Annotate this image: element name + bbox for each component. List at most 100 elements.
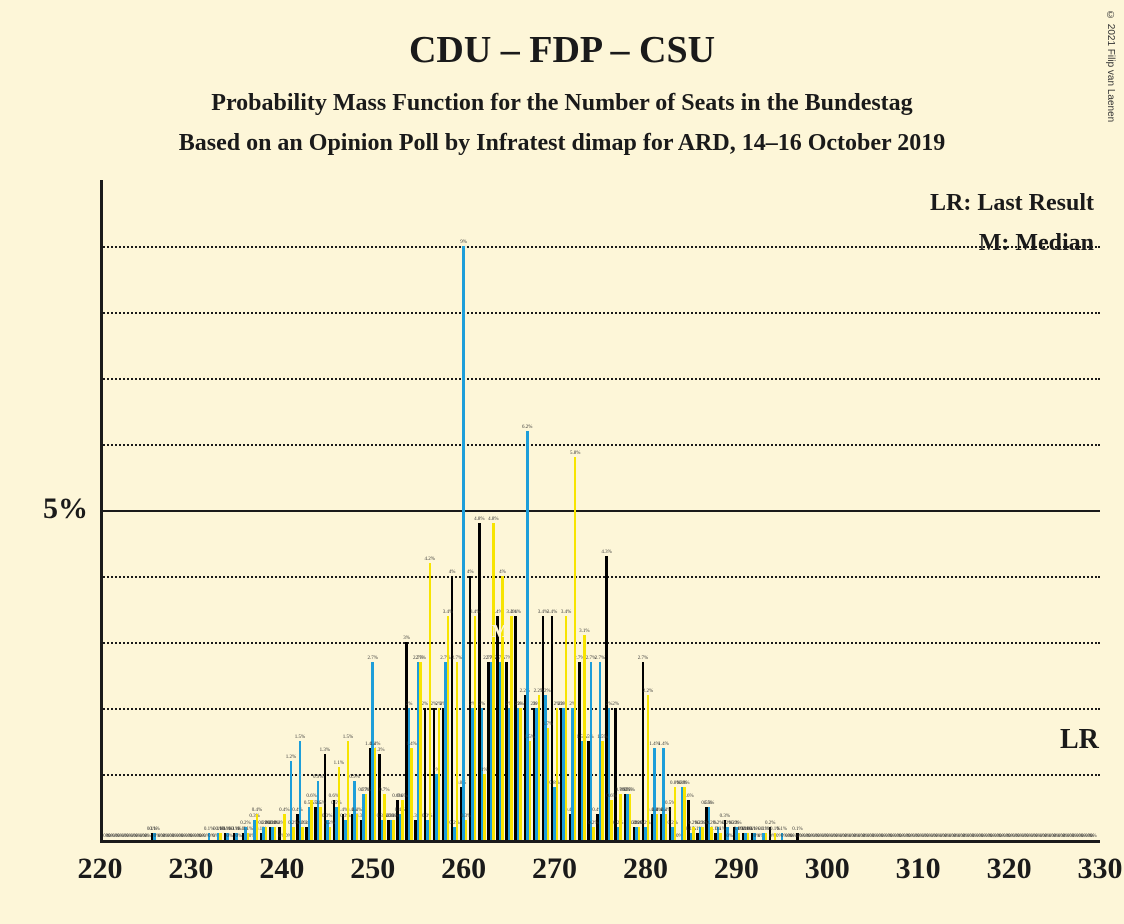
bar-value-label: 0.4%	[661, 808, 671, 813]
bar-value-label: 0.8%	[679, 781, 689, 786]
x-tick-label: 220	[78, 852, 123, 886]
bar-yellow	[501, 576, 503, 840]
bar-yellow	[365, 794, 367, 840]
bar-yellow	[438, 708, 440, 840]
bar-value-label: 0%	[1045, 834, 1052, 839]
bar-value-label: 0%	[108, 834, 115, 839]
bar-value-label: 2%	[517, 702, 524, 707]
bar-value-label: 0.3%	[461, 814, 471, 819]
bar-yellow	[629, 794, 631, 840]
bar-value-label: 0.1%	[792, 827, 802, 832]
bar-yellow	[738, 833, 740, 840]
bar-value-label: 2.2%	[643, 689, 653, 694]
bar-value-label: 0%	[226, 834, 233, 839]
bar-value-label: 0%	[781, 834, 788, 839]
bar-value-label: 0%	[199, 834, 206, 839]
bar-yellow	[483, 774, 485, 840]
bar-yellow	[329, 827, 331, 840]
bar-value-label: 0.2%	[325, 821, 335, 826]
bar-value-label: 0.5%	[315, 801, 325, 806]
bar-value-label: 0%	[154, 834, 161, 839]
bar-value-label: 0.2%	[297, 821, 307, 826]
x-tick-label: 260	[441, 852, 486, 886]
bar-yellow	[265, 827, 267, 840]
bar-value-label: 0%	[172, 834, 179, 839]
bar-yellow	[274, 827, 276, 840]
bar-value-label: 0%	[1026, 834, 1033, 839]
bar-yellow	[419, 662, 421, 840]
bar-yellow	[647, 695, 649, 840]
bar-value-label: 1.4%	[406, 742, 416, 747]
bar-yellow	[447, 616, 449, 840]
bar-value-label: 0%	[826, 834, 833, 839]
bar-yellow	[256, 814, 258, 840]
bar-value-label: 1.7%	[543, 722, 553, 727]
bar-value-label: 0.7%	[361, 788, 371, 793]
bar-yellow	[619, 794, 621, 840]
grid-line	[100, 312, 1100, 314]
bar-yellow	[638, 827, 640, 840]
bar-value-label: 0%	[117, 834, 124, 839]
bar-yellow	[219, 833, 221, 840]
bar-blue	[590, 662, 592, 840]
bar-value-label: 0%	[945, 834, 952, 839]
bar-black	[451, 576, 453, 840]
bar-value-label: 0.6%	[397, 794, 407, 799]
bar-yellow	[519, 708, 521, 840]
bar-value-label: 5.8%	[570, 451, 580, 456]
bar-value-label: 2%	[436, 702, 443, 707]
bar-yellow	[710, 827, 712, 840]
bar-value-label: 0%	[136, 834, 143, 839]
x-tick-label: 230	[168, 852, 213, 886]
bar-value-label: 3.4%	[561, 610, 571, 615]
y-tick-label: 5%	[0, 492, 88, 526]
bar-value-label: 4.3%	[601, 550, 611, 555]
bar-value-label: 1%	[481, 768, 488, 773]
bar-value-label: 4%	[467, 570, 474, 575]
bar-value-label: 0.1%	[770, 827, 780, 832]
bar-value-label: 2%	[421, 702, 428, 707]
bar-yellow	[765, 833, 767, 840]
bar-value-label: 0%	[1008, 834, 1015, 839]
x-tick-label: 290	[714, 852, 759, 886]
bar-value-label: 0.7%	[379, 788, 389, 793]
bar-value-label: 4.2%	[425, 557, 435, 562]
bar-yellow	[465, 820, 467, 840]
bar-value-label: 0%	[808, 834, 815, 839]
bar-yellow	[719, 833, 721, 840]
grid-line	[100, 642, 1100, 644]
bar-value-label: 0.2%	[731, 821, 741, 826]
bar-yellow	[301, 827, 303, 840]
bar-value-label: 0.3%	[322, 814, 332, 819]
bar-value-label: 0%	[954, 834, 961, 839]
bar-value-label: 4%	[449, 570, 456, 575]
bar-yellow	[774, 833, 776, 840]
bar-value-label: 6.2%	[522, 425, 532, 430]
bar-value-label: 0.1%	[715, 827, 725, 832]
bar-value-label: 0%	[754, 834, 761, 839]
grid-line	[100, 378, 1100, 380]
copyright-text: © 2021 Filip van Laenen	[1105, 10, 1116, 122]
bar-yellow	[310, 800, 312, 840]
bar-value-label: 2%	[406, 702, 413, 707]
bar-value-label: 0%	[863, 834, 870, 839]
bar-value-label: 2%	[612, 702, 619, 707]
bar-value-label: 0%	[1081, 834, 1088, 839]
bar-value-label: 0.3%	[388, 814, 398, 819]
bar-value-label: 2.7%	[415, 656, 425, 661]
bar-value-label: 2.7%	[368, 656, 378, 661]
bar-value-label: 0%	[881, 834, 888, 839]
bar-value-label: 0%	[181, 834, 188, 839]
bar-value-label: 0%	[790, 834, 797, 839]
grid-line	[100, 576, 1100, 578]
bar-value-label: 1.4%	[658, 742, 668, 747]
bar-value-label: 9%	[460, 240, 467, 245]
bar-value-label: 3.1%	[579, 629, 589, 634]
bar-value-label: 0%	[1017, 834, 1024, 839]
bar-value-label: 0%	[936, 834, 943, 839]
bar-yellow	[292, 827, 294, 840]
bar-value-label: 1.5%	[597, 735, 607, 740]
bar-value-label: 0.1%	[231, 827, 241, 832]
bar-value-label: 0.2%	[240, 821, 250, 826]
bar-yellow	[747, 833, 749, 840]
